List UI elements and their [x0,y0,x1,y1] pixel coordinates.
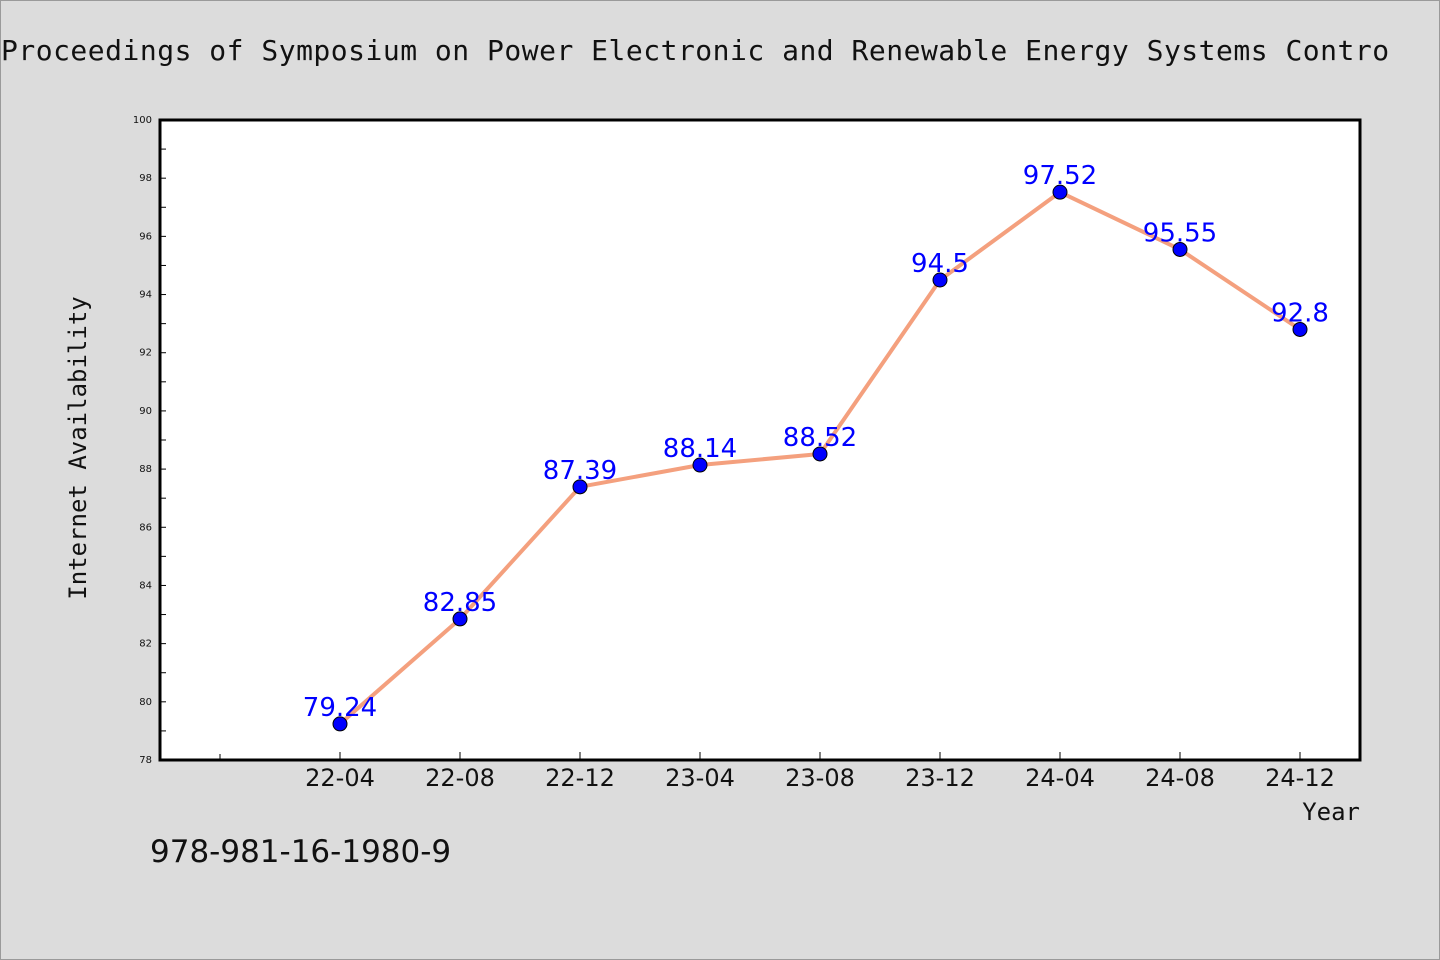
data-point [1172,241,1188,257]
y-tick-label: 82 [139,639,152,650]
y-tick-label: 92 [139,348,152,359]
y-tick-label: 78 [139,755,152,766]
y-tick-label: 96 [139,231,152,242]
data-point [332,716,348,732]
data-point [572,479,588,495]
isbn-text: 978-981-16-1980-9 [150,834,452,870]
y-tick-label: 86 [139,522,152,533]
data-point [452,611,468,627]
series-line: 79.24 82.85 87.39 88.14 88.52 94.5 97.52 95.55 9… [303,161,1329,732]
x-tick-label: 24-12 [1265,764,1335,792]
plot-area [158,118,1362,762]
data-label: 87.39 [543,456,617,486]
y-axis: 78 80 82 84 86 88 90 92 94 96 98 100 [133,115,166,766]
data-point [1052,184,1068,200]
data-label: 92.8 [1271,298,1329,328]
y-tick-label: 94 [139,290,152,301]
x-axis: 22-04 22-08 22-12 23-04 23-08 23-12 24-04 24-08… [219,752,1335,792]
data-label: 79.24 [303,693,377,723]
x-tick-label: 22-08 [425,764,495,792]
x-axis-label: Year [1302,798,1360,826]
y-axis-label: Internet Availability [64,296,92,599]
x-tick-label: 23-12 [905,764,975,792]
x-tick-label: 24-08 [1145,764,1215,792]
x-tick-label: 23-08 [785,764,855,792]
y-tick-label: 98 [139,173,152,184]
x-tick-label: 24-04 [1025,764,1095,792]
data-point [812,446,828,462]
data-label: 95.55 [1143,218,1217,248]
data-label: 94.5 [911,249,969,279]
data-point [1292,321,1308,337]
chart-title: Proceedings of Symposium on Power Electr… [1,34,1390,67]
y-tick-label: 100 [133,115,152,126]
x-tick-label: 23-04 [665,764,735,792]
data-point [932,272,948,288]
y-tick-label: 80 [139,697,152,708]
y-tick-label: 84 [139,580,152,591]
data-label: 88.14 [663,434,737,464]
y-tick-label: 90 [139,406,152,417]
x-tick-label: 22-04 [305,764,375,792]
data-point [692,457,708,473]
y-tick-label: 88 [139,464,152,475]
data-label: 97.52 [1023,161,1097,191]
x-tick-label: 22-12 [545,764,615,792]
data-label: 82.85 [423,588,497,618]
data-label: 88.52 [783,423,857,453]
